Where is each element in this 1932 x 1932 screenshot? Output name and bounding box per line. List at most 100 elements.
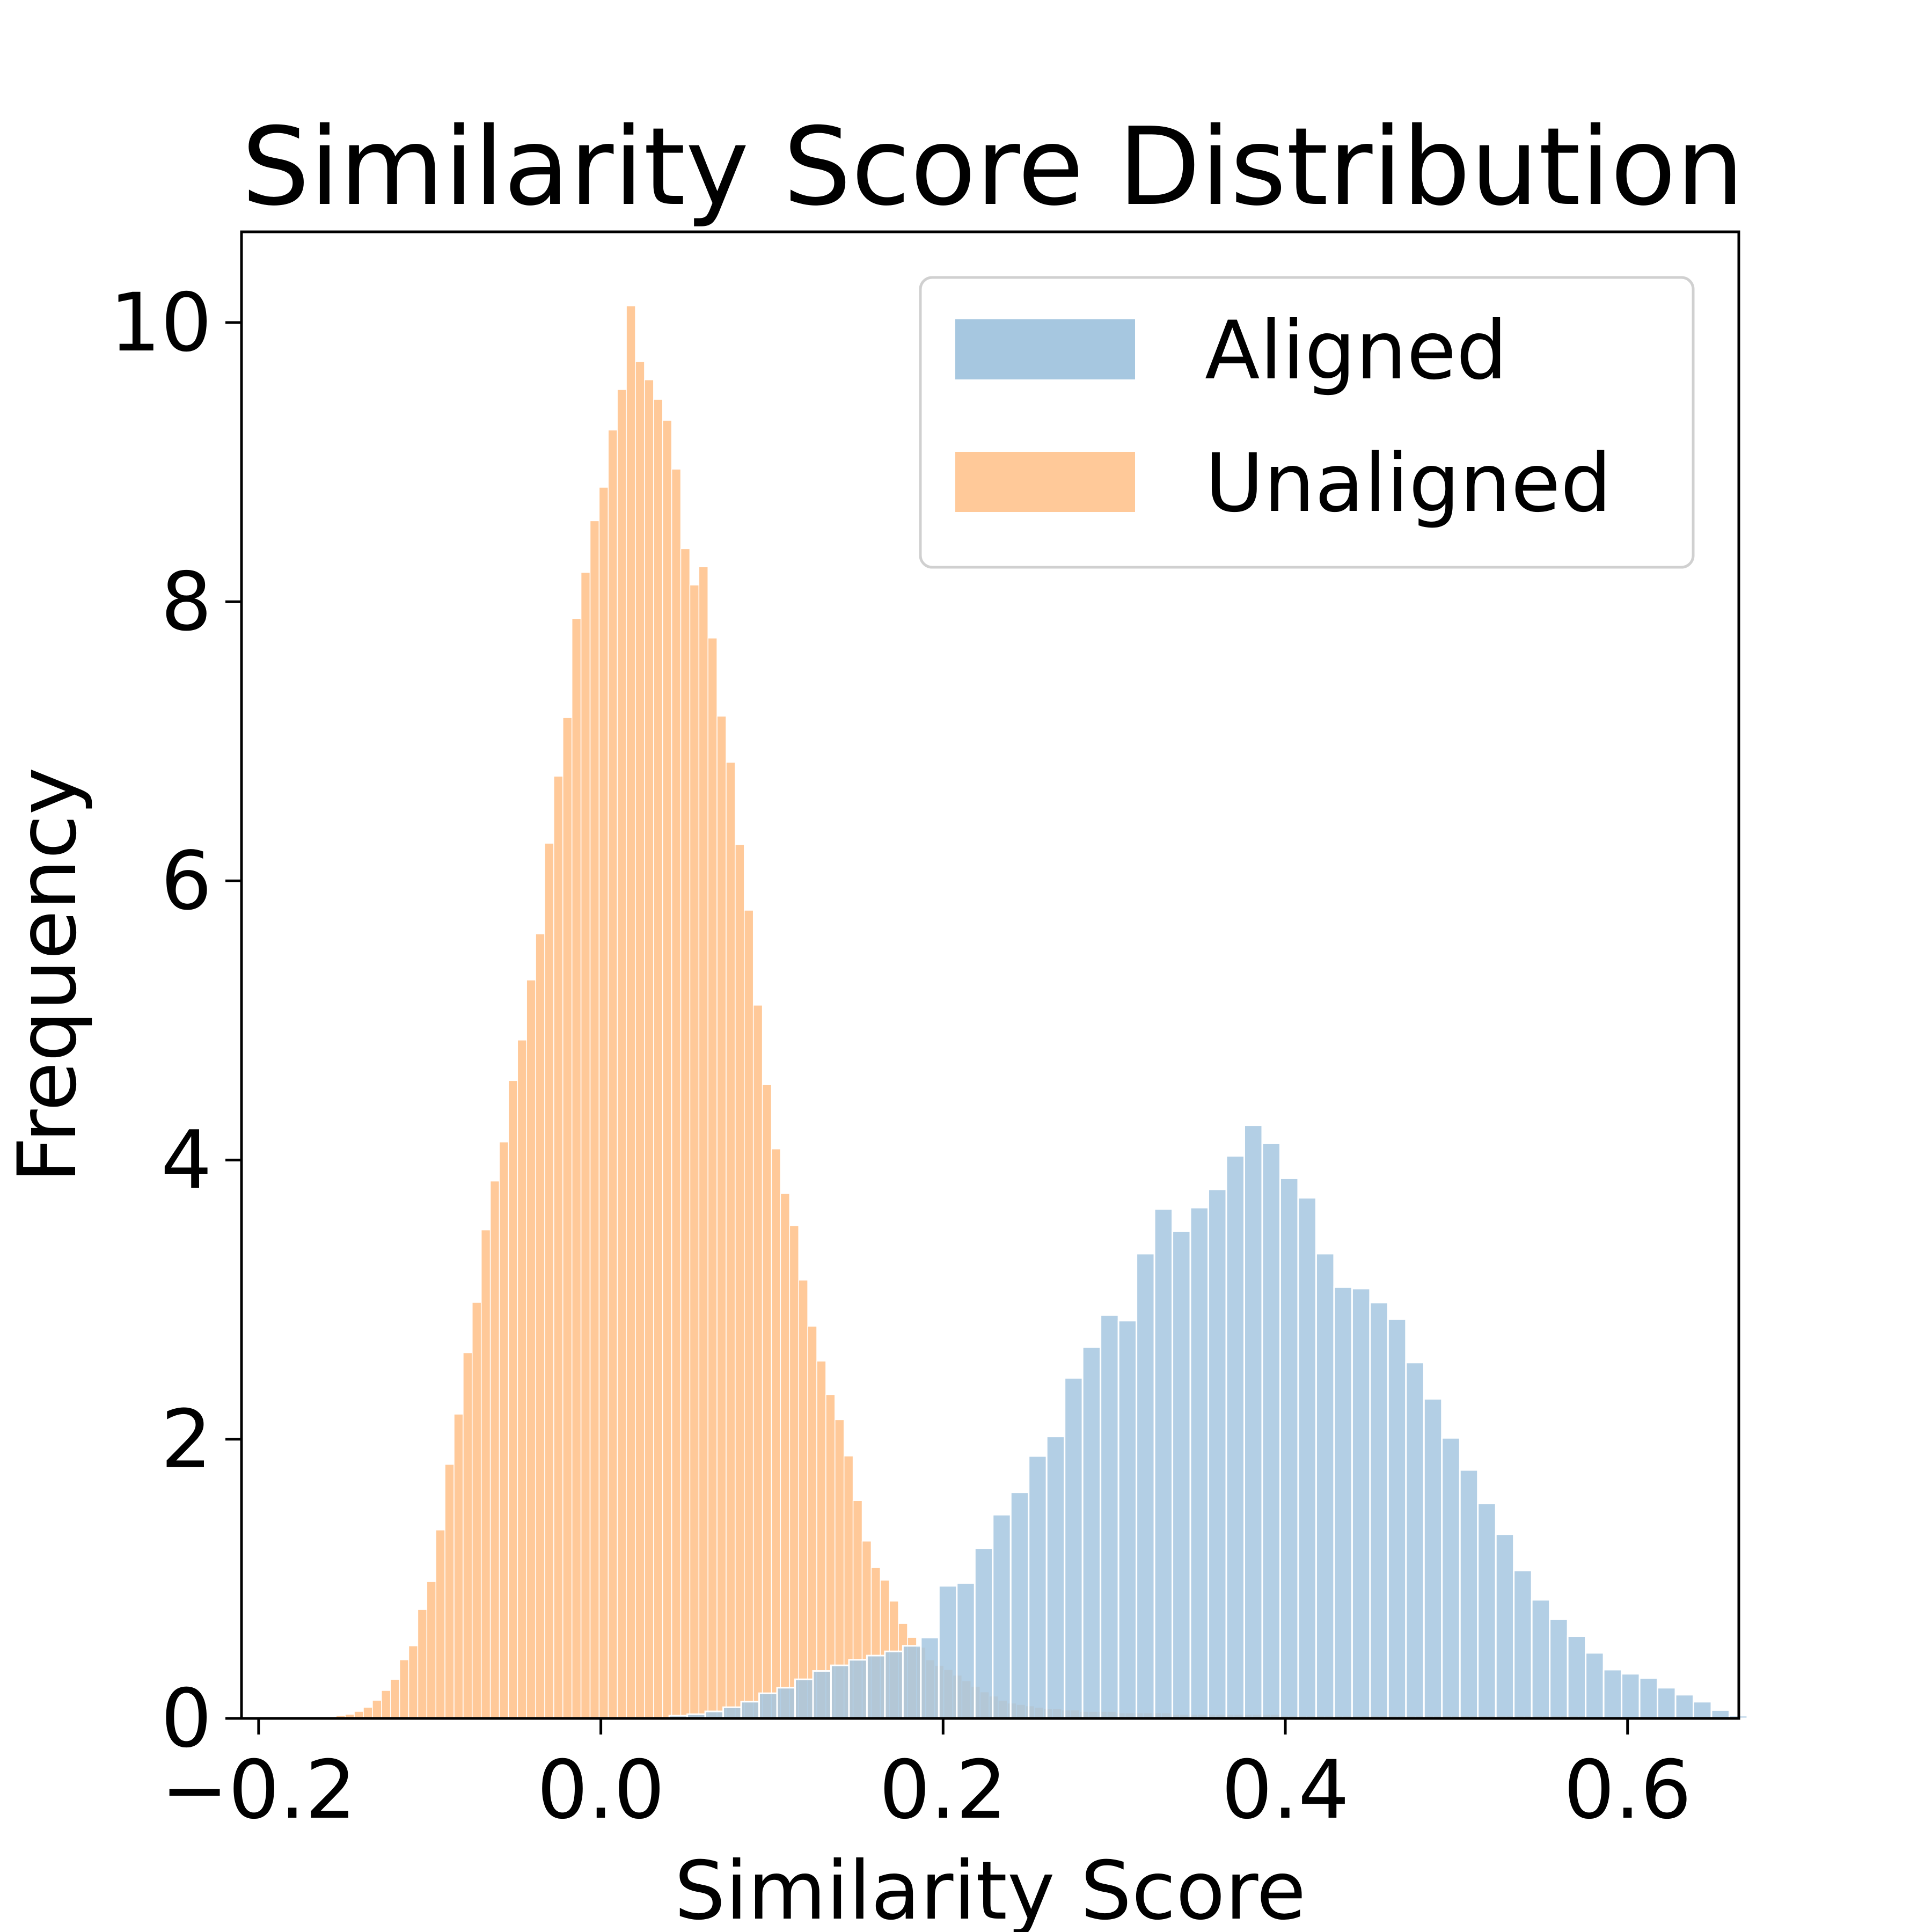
aligned-bar [1297, 1197, 1317, 1719]
unaligned-bar [716, 715, 727, 1719]
unaligned-bar [744, 910, 754, 1719]
unaligned-bar [390, 1679, 400, 1719]
unaligned-bar [408, 1645, 419, 1719]
aligned-bar [1225, 1155, 1246, 1719]
x-axis: −0.2 0.0 0.2 0.4 0.6 [161, 1718, 1692, 1837]
aligned-bar [1261, 1142, 1281, 1719]
aligned-bar [1045, 1436, 1066, 1719]
y-tick-label: 6 [161, 835, 212, 928]
unaligned-bar [780, 1193, 791, 1719]
aligned-bar [1243, 1124, 1263, 1719]
unaligned-bar [508, 1080, 518, 1719]
aligned-bar [1549, 1618, 1569, 1719]
unaligned-bar [653, 399, 663, 1719]
aligned-bar [1315, 1253, 1335, 1719]
aligned-bar [866, 1655, 886, 1719]
unaligned-bar [363, 1707, 373, 1719]
aligned-bar [1369, 1301, 1389, 1719]
x-tick-label: 0.4 [1221, 1744, 1350, 1837]
aligned-bar [1279, 1177, 1299, 1719]
unaligned-bar [580, 572, 591, 1719]
aligned-bar [1153, 1208, 1174, 1719]
aligned-bar [1208, 1188, 1227, 1719]
unaligned-bar [598, 487, 609, 1719]
unaligned-bar [480, 1229, 491, 1719]
aligned-bar [1117, 1320, 1138, 1719]
unaligned-bar [463, 1352, 473, 1719]
aligned-bar [848, 1659, 868, 1719]
x-tick-label: 0.2 [879, 1744, 1007, 1837]
aligned-bar [1136, 1253, 1155, 1719]
aligned-bar [974, 1547, 994, 1719]
unaligned-bar [771, 1148, 781, 1719]
x-axis-label: Similarity Score [674, 1845, 1306, 1932]
unaligned-bar [435, 1529, 445, 1719]
aligned-bar [1657, 1687, 1677, 1719]
unaligned-bar [417, 1609, 428, 1719]
aligned-bar [956, 1582, 976, 1719]
unaligned-bar [644, 379, 654, 1719]
aligned-bar [1585, 1652, 1605, 1719]
aligned-bar [1009, 1491, 1030, 1719]
unaligned-bar [499, 1141, 509, 1719]
unaligned-bar [608, 429, 618, 1719]
x-tick-label: 0.6 [1563, 1744, 1692, 1837]
aligned-bar [1387, 1318, 1407, 1719]
aligned-bar [1674, 1694, 1695, 1719]
aligned-bar [812, 1670, 832, 1719]
aligned-bar [1405, 1362, 1425, 1719]
unaligned-bar [807, 1326, 817, 1719]
unaligned-bar [526, 979, 536, 1719]
aligned-bar [794, 1678, 814, 1719]
aligned-bar [1602, 1668, 1623, 1719]
unaligned-bar [789, 1225, 799, 1719]
legend: Aligned Unaligned [919, 276, 1695, 569]
aligned-bar [1495, 1533, 1515, 1719]
unaligned-bar [626, 305, 636, 1719]
y-axis-label: Frequency [1, 767, 94, 1183]
unaligned-bar [472, 1302, 482, 1719]
series-aligned-bars [668, 1124, 1748, 1719]
legend-swatch-unaligned [955, 452, 1135, 512]
unaligned-bar [617, 389, 627, 1719]
unaligned-bar [571, 618, 582, 1719]
aligned-bar [758, 1692, 778, 1719]
x-tick-label: −0.2 [161, 1744, 356, 1837]
y-axis: 0 2 4 6 8 10 [109, 276, 241, 1766]
aligned-bar [1081, 1346, 1102, 1719]
aligned-bar [1567, 1635, 1587, 1719]
unaligned-bar [544, 843, 554, 1719]
aligned-bar [1064, 1377, 1084, 1719]
unaligned-bar [726, 762, 736, 1719]
unaligned-bar [680, 548, 691, 1719]
unaligned-bar [489, 1180, 500, 1719]
unaligned-bar [553, 775, 564, 1719]
x-tick-label: 0.0 [537, 1744, 665, 1837]
unaligned-bar [444, 1463, 455, 1719]
plot-frame [240, 230, 1740, 1720]
unaligned-bar [399, 1659, 409, 1719]
unaligned-bar [735, 844, 745, 1719]
chart-title: Similarity Score Distribution [241, 105, 1744, 230]
unaligned-bar [762, 1084, 772, 1719]
unaligned-bar [816, 1360, 826, 1719]
unaligned-bar [381, 1690, 391, 1719]
aligned-bar [722, 1706, 742, 1719]
unaligned-bar [798, 1279, 808, 1719]
aligned-bar [1531, 1599, 1551, 1719]
unaligned-bar [453, 1414, 464, 1719]
aligned-bar [776, 1687, 796, 1719]
unaligned-bar [635, 361, 645, 1719]
unaligned-bar [426, 1581, 436, 1719]
y-tick-label: 10 [109, 276, 212, 370]
y-tick-label: 4 [161, 1114, 212, 1208]
unaligned-bar [752, 1005, 763, 1719]
aligned-bar [1459, 1469, 1479, 1719]
aligned-bar [920, 1636, 940, 1719]
unaligned-bar [589, 520, 600, 1719]
aligned-bar [1638, 1677, 1659, 1719]
aligned-bar [938, 1585, 958, 1719]
unaligned-bar [698, 566, 708, 1719]
legend-label-unaligned: Unaligned [1205, 437, 1612, 530]
